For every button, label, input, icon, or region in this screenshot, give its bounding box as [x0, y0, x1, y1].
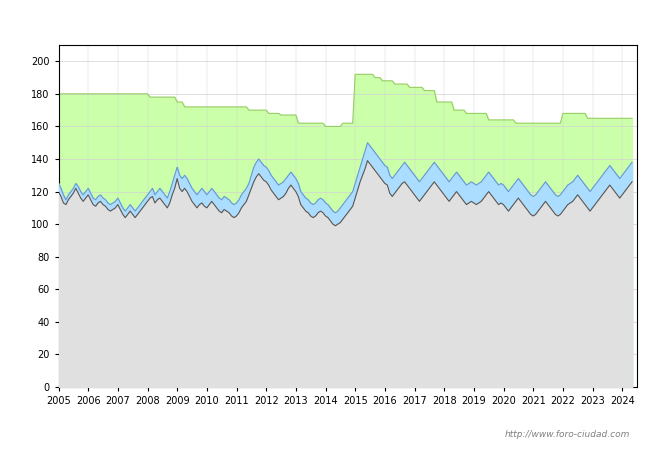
- Text: Pobladura del Valle - Evolucion de la poblacion en edad de Trabajar Mayo de 2024: Pobladura del Valle - Evolucion de la po…: [83, 13, 567, 26]
- Text: http://www.foro-ciudad.com: http://www.foro-ciudad.com: [505, 430, 630, 439]
